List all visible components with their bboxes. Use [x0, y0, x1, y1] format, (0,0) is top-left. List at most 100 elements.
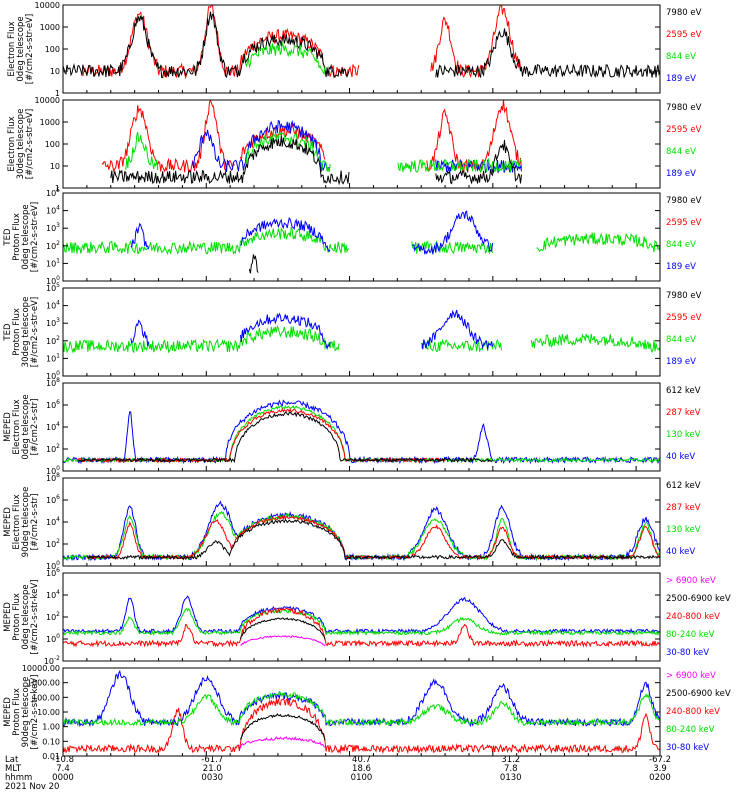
y-tick-label: 100.00: [32, 693, 60, 702]
legend-entry: 2595 eV: [666, 218, 702, 228]
y-tick-label: 100: [46, 370, 60, 381]
y-tick-label: 100: [46, 633, 60, 644]
legend-entry: 2595 eV: [666, 30, 702, 40]
footer-value: 0000: [52, 773, 74, 783]
y-tick-label: 100: [45, 45, 60, 54]
y-tick-label: 104: [46, 205, 60, 216]
legend-entry: 7980 eV: [666, 291, 702, 301]
y-axis-label: 30deg telescope: [21, 297, 31, 368]
panel-6-trace-1: [62, 500, 661, 562]
y-tick-label: 101: [46, 257, 60, 268]
panel-1-trace-3: [244, 42, 326, 76]
panel-frame: [62, 572, 661, 662]
legend-entry: 844 eV: [666, 335, 696, 345]
y-tick-label: 0.01: [42, 752, 60, 761]
y-tick-label: 104: [46, 589, 60, 600]
panel-3-trace-2: [130, 210, 494, 255]
panel-frame: [62, 477, 661, 567]
y-axis-label: 0deg telescope: [21, 204, 31, 269]
y-axis-label: [#/cm2-s-str-keV]: [30, 675, 40, 750]
legend-entry: 844 eV: [666, 147, 696, 157]
y-axis-label: [#/cm2-s-str-eV]: [25, 14, 35, 84]
footer-value: 7.8: [504, 764, 518, 774]
panel-5-trace-3: [77, 407, 446, 464]
y-axis-label: 90deg telescope: [21, 677, 31, 748]
y-axis-label: MEPED: [3, 507, 13, 537]
y-axis-label: Proton Flux: [12, 593, 22, 641]
legend-entry: 130 keV: [666, 430, 701, 440]
panel-2-trace-3: [125, 131, 522, 174]
y-tick-label: 105: [46, 282, 60, 293]
legend-entry: 7980 eV: [666, 196, 702, 206]
y-tick-label: 10: [50, 67, 60, 76]
y-tick-label: 1: [55, 89, 60, 98]
footer-value: -61.7: [201, 755, 223, 765]
legend-entry: 40 keV: [666, 547, 695, 557]
y-tick-label: 103: [46, 222, 60, 233]
y-tick-label: 102: [46, 611, 60, 622]
legend-entry: 2500-6900 keV: [666, 689, 731, 699]
y-tick-label: 10-2: [44, 655, 60, 666]
panel-7-trace-1: [63, 595, 661, 635]
panel-1: 1 10 100 1000 10000 Electron Flux 0deg telesco…: [7, 1, 702, 98]
y-axis-label: Electron Flux: [12, 399, 22, 454]
y-axis-label: Electron Flux: [7, 116, 17, 171]
y-tick-label: 10000.00: [22, 664, 60, 673]
footer-row-label: hhmm: [5, 773, 32, 783]
y-tick-label: 100: [46, 560, 60, 571]
panel-8-trace-5: [239, 736, 326, 749]
y-axis-label: 0deg telescope: [21, 394, 31, 459]
y-tick-label: 1000.00: [27, 679, 60, 688]
panel-7-trace-2: [62, 607, 661, 637]
y-tick-label: 1000: [40, 23, 60, 32]
y-tick-label: 100: [45, 140, 60, 149]
y-tick-label: 104: [46, 516, 60, 527]
legend-entry: 612 keV: [666, 386, 701, 396]
y-tick-label: 106: [46, 494, 60, 505]
panel-5: 100 102 104 106 108 MEPED Electron Flux 0deg te…: [3, 377, 701, 476]
y-axis-label: 0deg telescope: [21, 584, 31, 649]
legend-entry: 240-800 keV: [666, 612, 720, 622]
y-axis-label: [#/cm2-s-str-eV]: [30, 297, 40, 367]
y-tick-label: 102: [46, 538, 60, 549]
y-axis-label: MEPED: [3, 412, 13, 442]
y-axis-label: Electron Flux: [12, 494, 22, 549]
legend-entry: 189 eV: [666, 357, 696, 367]
panel-8-trace-4: [239, 712, 326, 741]
panel-4: 100 101 102 103 104 105 TED Proton Flux 30deg te…: [3, 282, 702, 381]
panel-6-trace-3: [86, 515, 661, 561]
legend-entry: 30-80 keV: [666, 743, 709, 753]
footer-row-label: MLT: [5, 764, 22, 774]
legend-entry: 844 eV: [666, 52, 696, 62]
legend-entry: 287 keV: [666, 408, 701, 418]
y-axis-label: [#/cm2-s-str-keV]: [30, 580, 40, 655]
legend-entry: 7980 eV: [666, 8, 702, 18]
y-tick-label: 1.00: [42, 723, 60, 732]
y-tick-label: 106: [46, 567, 60, 578]
footer-value: 7.4: [56, 764, 70, 774]
y-axis-label: [#/cm2-s-str]: [30, 399, 40, 456]
panel-3: 100 101 102 103 104 105 TED Proton Flux 0deg tel…: [3, 187, 702, 286]
legend-entry: 80-240 keV: [666, 725, 715, 735]
panel-6: 100 102 104 106 108 MEPED Electron Flux 90deg t…: [3, 472, 701, 571]
legend-entry: 240-800 keV: [666, 707, 720, 717]
legend-entry: 2500-6900 keV: [666, 594, 731, 604]
y-tick-label: 1000: [40, 118, 60, 127]
legend-entry: 844 eV: [666, 240, 696, 250]
panel-7-trace-3: [62, 607, 661, 648]
panel-2: 1 10 100 1000 10000 Electron Flux 30deg telesc…: [7, 96, 702, 193]
y-axis-label: Proton Flux: [12, 213, 22, 261]
legend-entry: 2595 eV: [666, 125, 702, 135]
y-axis-label: 30deg telescope: [16, 109, 26, 180]
y-tick-label: 102: [46, 335, 60, 346]
panel-8-trace-2: [62, 690, 661, 727]
legend-entry: 612 keV: [666, 481, 701, 491]
footer-value: -67.2: [649, 755, 671, 765]
y-axis-label: Electron Flux: [7, 21, 17, 76]
y-axis-label: MEPED: [3, 697, 13, 727]
panel-7: 10-2 100 102 104 106 MEPED Proton Flux 0deg tel…: [3, 567, 731, 666]
y-tick-label: 106: [46, 399, 60, 410]
y-axis-label: Proton Flux: [12, 688, 22, 736]
footer-value: 18.6: [352, 764, 371, 774]
